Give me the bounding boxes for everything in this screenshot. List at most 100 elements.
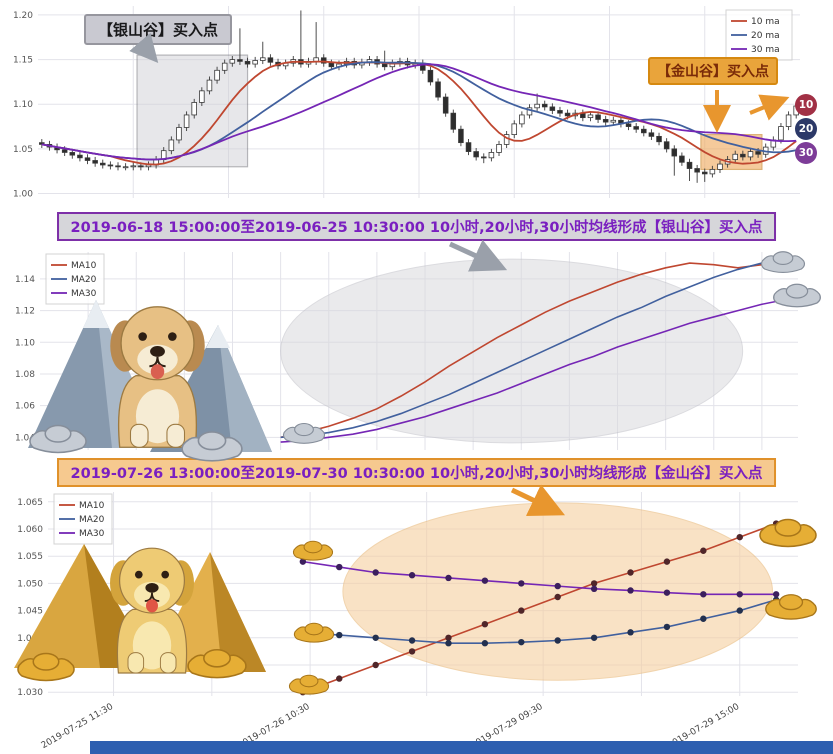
y-tick-label: 1.035 — [17, 661, 43, 671]
candle-body — [602, 119, 609, 123]
candle-body — [61, 149, 68, 153]
candle-body — [69, 152, 76, 156]
candle-body — [252, 60, 258, 65]
candle-body — [427, 69, 434, 83]
data-point — [299, 558, 307, 565]
y-tick-label: 1.040 — [17, 634, 43, 644]
data-point — [554, 637, 561, 644]
y-tick-label: 1.12 — [15, 307, 35, 317]
ma30-badge: 30 — [795, 142, 817, 164]
candle-body — [785, 114, 792, 127]
candle-body — [214, 69, 220, 81]
candle-body — [656, 135, 662, 143]
data-point — [408, 637, 416, 644]
candle-body — [260, 57, 266, 61]
ma30-line — [41, 63, 797, 161]
candle-body — [534, 103, 540, 109]
data-point — [736, 533, 743, 541]
y-tick-label: 1.050 — [17, 579, 43, 589]
data-point — [372, 661, 379, 669]
candle-body — [740, 153, 746, 158]
candle-body — [496, 144, 502, 153]
data-point — [336, 675, 343, 682]
data-point — [700, 547, 707, 554]
data-point — [772, 520, 780, 527]
candle-body — [458, 128, 464, 144]
data-point — [663, 589, 671, 596]
data-point — [481, 620, 489, 628]
candle-body — [648, 132, 655, 137]
data-point — [772, 596, 780, 603]
candle-body — [481, 156, 487, 159]
data-point — [445, 574, 452, 582]
legend-label: MA30 — [71, 289, 97, 299]
series-MA10 — [280, 259, 787, 439]
gold-valley-line-chart: 1.030 1.035 1.040 1.045 1.050 1.055 1.060 1.065… — [17, 492, 798, 751]
legend-label: MA30 — [79, 529, 105, 539]
y-tick-label: 1.10 — [15, 338, 35, 348]
data-point — [299, 629, 307, 636]
data-point — [299, 688, 307, 696]
candle-body — [778, 126, 784, 141]
candle-body — [328, 62, 335, 68]
series-MA20 — [280, 257, 787, 439]
data-point — [700, 615, 707, 622]
candle-body — [701, 171, 708, 175]
candle-body — [549, 106, 556, 111]
data-point — [700, 591, 707, 598]
ma10-badge: 10 — [795, 94, 817, 116]
series-MA30 — [302, 560, 777, 596]
data-point — [336, 563, 343, 571]
data-point — [627, 629, 634, 636]
candle-body — [92, 160, 98, 164]
candle-body — [442, 96, 449, 114]
series-MA20 — [302, 598, 777, 645]
silver-valley-line-chart: 1.04 1.06 1.08 1.10 1.12 1.14 MA10 MA20 MA30 — [15, 252, 798, 450]
candle-body — [84, 157, 91, 161]
silver-valley-callout: 【银山谷】买入点 — [84, 14, 233, 45]
gold-valley-banner: 2019-07-26 13:00:00至2019-07-30 10:30:00 … — [56, 458, 777, 487]
y-tick-label: 1.08 — [15, 370, 35, 380]
series-MA30 — [280, 298, 787, 443]
candle-body — [381, 63, 388, 68]
gold-valley-callout: 【金山谷】买入点 — [648, 57, 778, 85]
candle-body — [320, 57, 327, 64]
data-point — [408, 572, 416, 579]
candle-body — [138, 165, 144, 168]
y-tick-label: 1.04 — [15, 433, 35, 443]
candlestick-chart: 1.00 1.05 1.10 1.15 1.20 10 ma 20 ma 30 ma — [13, 6, 800, 200]
data-point — [518, 580, 525, 587]
y-tick-label: 1.20 — [13, 11, 33, 21]
candle-body — [641, 128, 647, 134]
candle-body — [625, 123, 632, 127]
candle-body — [100, 162, 106, 166]
candle-body — [694, 168, 700, 173]
candle-body — [557, 110, 563, 114]
data-point — [372, 634, 379, 641]
footer-taskbar — [90, 741, 833, 754]
data-point — [663, 558, 671, 565]
data-point — [554, 582, 561, 590]
legend-label: MA10 — [79, 501, 105, 511]
legend-label: 10 ma — [751, 17, 780, 27]
candle-body — [747, 151, 754, 158]
ma20-badge: 20 — [795, 118, 817, 140]
candle-body — [465, 142, 472, 152]
candle-body — [183, 114, 190, 128]
y-tick-label: 1.10 — [13, 100, 33, 110]
candle-body — [679, 155, 685, 163]
data-point — [590, 585, 598, 593]
candle-body — [77, 154, 83, 159]
candle-body — [168, 139, 175, 152]
candle-body — [709, 169, 716, 175]
y-tick-label: 1.065 — [17, 498, 43, 508]
candle-body — [473, 151, 479, 158]
candle-body — [229, 59, 236, 64]
data-point — [590, 580, 598, 587]
candle-body — [191, 102, 197, 116]
candle-body — [267, 57, 274, 63]
data-point — [518, 607, 525, 614]
candle-body — [633, 126, 639, 130]
data-point — [554, 593, 561, 601]
